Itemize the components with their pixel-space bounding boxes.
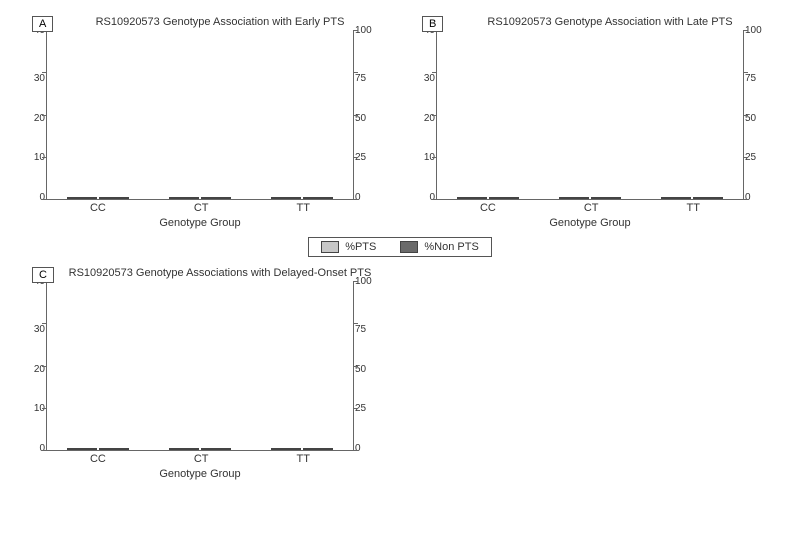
bar-group-cc — [55, 448, 141, 450]
panel-c-chart: 40 30 20 10 0 100 75 50 25 0 — [46, 281, 354, 451]
panel-c-bars — [47, 281, 353, 450]
panel-b-xtitle: Genotype Group — [404, 217, 776, 229]
bar-group-cc — [55, 197, 141, 199]
panel-b-bars — [437, 30, 743, 199]
panel-c-y-left: 40 30 20 10 0 — [15, 281, 45, 450]
legend-item-nonpts: %Non PTS — [400, 241, 478, 253]
panel-a: A RS10920573 Genotype Association with E… — [10, 10, 390, 233]
bar-nonpts-cc — [489, 197, 519, 199]
panel-b-y-left: 40 30 20 10 0 — [405, 30, 435, 199]
bar-nonpts-tt — [303, 197, 333, 199]
bar-group-tt — [259, 448, 345, 450]
panel-c-xlabels: CC CT TT — [46, 453, 354, 465]
swatch-nonpts-icon — [400, 241, 418, 253]
panel-c-y-right: 100 75 50 25 0 — [355, 281, 385, 450]
panel-a-y-left: 40 30 20 10 0 — [15, 30, 45, 199]
panel-a-xlabels: CC CT TT — [46, 202, 354, 214]
panel-a-title: RS10920573 Genotype Association with Ear… — [54, 16, 386, 28]
panel-b: B RS10920573 Genotype Association with L… — [400, 10, 780, 233]
panel-c-letter: C — [32, 267, 54, 283]
bar-pts-ct — [559, 197, 589, 199]
panel-b-xlabels: CC CT TT — [436, 202, 744, 214]
bar-pts-cc — [67, 448, 97, 450]
bar-group-ct — [157, 448, 243, 450]
bar-pts-tt — [271, 448, 301, 450]
panel-b-letter: B — [422, 16, 443, 32]
bar-group-ct — [547, 197, 633, 199]
panel-c-xtitle: Genotype Group — [14, 468, 386, 480]
panel-c: C RS10920573 Genotype Associations with … — [10, 261, 390, 484]
bar-nonpts-tt — [693, 197, 723, 199]
panel-b-y-right: 100 75 50 25 0 — [745, 30, 775, 199]
legend-box: %PTS %Non PTS — [308, 237, 492, 257]
panel-b-chart: 40 30 20 10 0 100 75 50 25 0 — [436, 30, 744, 200]
bar-pts-ct — [169, 197, 199, 199]
legend-pts-label: %PTS — [345, 241, 376, 253]
bar-nonpts-cc — [99, 448, 129, 450]
legend-nonpts-label: %Non PTS — [424, 241, 478, 253]
bar-nonpts-tt — [303, 448, 333, 450]
bar-group-tt — [259, 197, 345, 199]
bar-pts-tt — [661, 197, 691, 199]
panel-a-xtitle: Genotype Group — [14, 217, 386, 229]
bar-nonpts-ct — [591, 197, 621, 199]
panel-a-chart: 40 30 20 10 0 100 75 50 25 0 — [46, 30, 354, 200]
bar-group-tt — [649, 197, 735, 199]
bar-nonpts-cc — [99, 197, 129, 199]
bar-group-cc — [445, 197, 531, 199]
bar-pts-cc — [67, 197, 97, 199]
panel-a-bars — [47, 30, 353, 199]
swatch-pts-icon — [321, 241, 339, 253]
panel-b-title: RS10920573 Genotype Association with Lat… — [444, 16, 776, 28]
legend: %PTS %Non PTS — [10, 237, 790, 257]
bar-nonpts-ct — [201, 448, 231, 450]
bar-pts-cc — [457, 197, 487, 199]
legend-item-pts: %PTS — [321, 241, 376, 253]
chart-grid: A RS10920573 Genotype Association with E… — [10, 10, 790, 484]
panel-a-letter: A — [32, 16, 53, 32]
panel-a-y-right: 100 75 50 25 0 — [355, 30, 385, 199]
panel-c-title: RS10920573 Genotype Associations with De… — [54, 267, 386, 279]
bar-group-ct — [157, 197, 243, 199]
bar-pts-tt — [271, 197, 301, 199]
bar-pts-ct — [169, 448, 199, 450]
bar-nonpts-ct — [201, 197, 231, 199]
